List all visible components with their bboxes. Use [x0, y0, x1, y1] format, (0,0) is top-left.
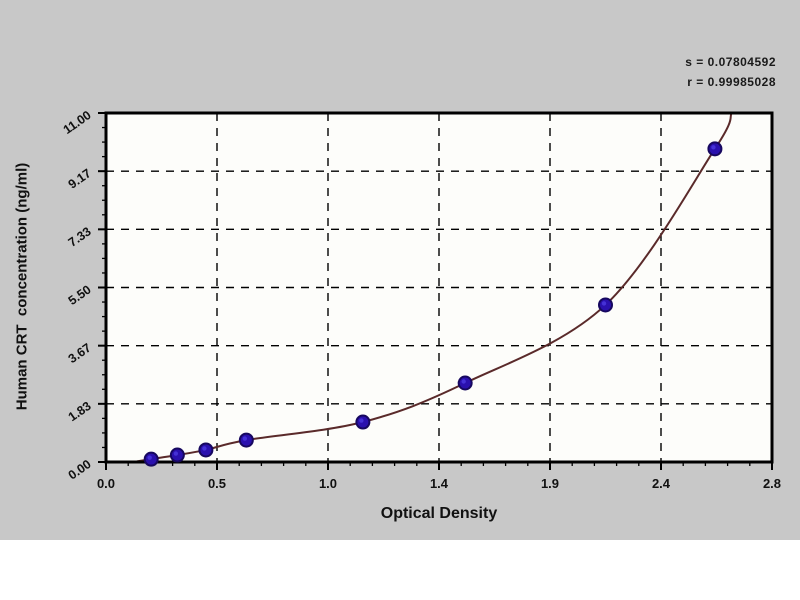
x-tick-label: 2.8: [763, 476, 781, 491]
x-tick-label: 1.0: [319, 476, 337, 491]
correlation-value: r = 0.99985028: [687, 75, 776, 89]
data-point-highlight: [461, 379, 466, 384]
x-axis-title: Optical Density: [380, 505, 498, 522]
x-tick-label: 1.9: [541, 476, 559, 491]
y-tick-label: 5.50: [66, 282, 94, 307]
plot-frame: [104, 111, 774, 464]
data-point-highlight: [601, 301, 607, 306]
bottom-margin: [0, 540, 800, 600]
x-tick-label: 1.4: [430, 476, 449, 491]
data-point-highlight: [147, 455, 152, 460]
data-point-highlight: [359, 418, 364, 423]
y-tick-label: 1.83: [66, 399, 94, 424]
x-tick-label: 0.5: [208, 476, 226, 491]
y-tick-label: 11.00: [61, 108, 94, 137]
data-point-highlight: [202, 446, 207, 451]
y-tick-label: 7.33: [66, 224, 94, 249]
y-axis-title: Human CRT concentration (ng/ml): [13, 162, 31, 411]
fit-statistics: s = 0.07804592 r = 0.99985028: [685, 52, 776, 92]
data-point-highlight: [711, 145, 716, 150]
data-point-highlight: [242, 436, 248, 441]
plot-canvas: 0.0 0.5 1.0 1.4 1.9 2.4 2.8 0.00 1.83 3.67 5.50 7.3…: [61, 108, 781, 491]
y-tick-label: 0.00: [66, 457, 94, 482]
y-tick-label: 9.17: [66, 166, 94, 191]
std-error-value: s = 0.07804592: [685, 55, 776, 69]
data-point-highlight: [173, 451, 179, 456]
y-tick-label: 3.67: [66, 341, 94, 366]
elisa-standard-curve-figure: s = 0.07804592 r = 0.99985028 Human CRT …: [0, 0, 800, 540]
x-tick-label: 2.4: [652, 476, 671, 491]
x-tick-label: 0.0: [97, 476, 115, 491]
